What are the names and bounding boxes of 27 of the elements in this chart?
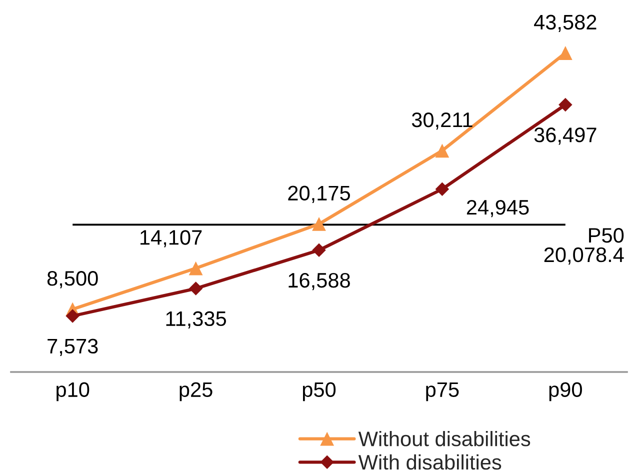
point	[435, 182, 450, 196]
x-tick-label: p10	[56, 382, 90, 402]
point	[558, 46, 572, 60]
point	[435, 144, 450, 158]
x-tick-label: p75	[426, 382, 459, 402]
point	[188, 261, 203, 276]
data-label: 36,497	[534, 128, 596, 145]
data-label: 30,211	[412, 112, 472, 130]
x-tick-label: p50	[302, 382, 336, 402]
data-label: 16,588	[288, 272, 350, 290]
data-label: 7,573	[48, 338, 98, 356]
data-label: 24,945	[466, 200, 529, 218]
x-tick-label: p25	[180, 382, 212, 402]
point	[558, 98, 572, 112]
legend-label: With disabilities	[358, 454, 502, 470]
point	[188, 282, 203, 296]
data-label: 43,582	[534, 14, 596, 32]
point	[66, 309, 80, 323]
legend-label: Without disabilities	[358, 431, 530, 446]
ref-line-label: P50 20,078.4	[544, 228, 624, 265]
point	[312, 217, 326, 231]
x-tick-label: p90	[549, 382, 582, 402]
data-label: 14,107	[140, 230, 202, 248]
data-label: 11,335	[166, 311, 226, 329]
point	[312, 243, 326, 258]
data-label: 8,500	[47, 271, 98, 288]
data-label: 20,175	[288, 186, 350, 203]
